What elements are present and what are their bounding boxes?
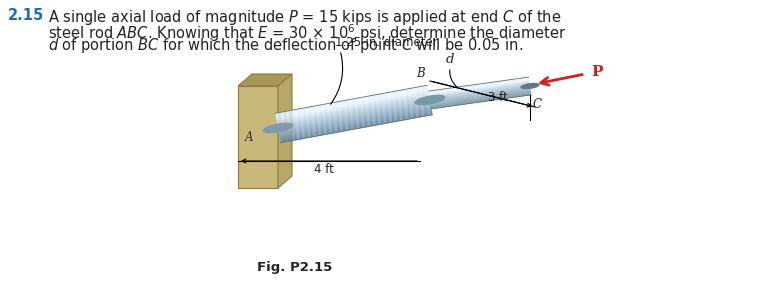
Polygon shape — [431, 90, 530, 104]
Polygon shape — [276, 88, 428, 117]
Text: 1.25-in. diameter: 1.25-in. diameter — [335, 36, 437, 49]
Polygon shape — [278, 100, 431, 129]
Text: A single axial load of magnitude $P$ = 15 kips is applied at end $C$ of the: A single axial load of magnitude $P$ = 1… — [48, 8, 562, 27]
Polygon shape — [280, 112, 432, 141]
Text: P: P — [591, 65, 603, 79]
Ellipse shape — [521, 83, 539, 89]
Polygon shape — [429, 79, 529, 94]
Polygon shape — [429, 81, 530, 95]
Polygon shape — [276, 89, 428, 118]
Polygon shape — [279, 104, 431, 133]
Polygon shape — [431, 90, 530, 105]
Polygon shape — [431, 89, 530, 103]
Ellipse shape — [415, 95, 445, 104]
Polygon shape — [279, 105, 431, 134]
Text: C: C — [533, 98, 542, 111]
Polygon shape — [277, 95, 429, 124]
Text: A: A — [245, 131, 254, 144]
Polygon shape — [277, 98, 430, 127]
Polygon shape — [275, 85, 427, 114]
Polygon shape — [278, 99, 430, 128]
Polygon shape — [279, 107, 431, 136]
Polygon shape — [280, 111, 432, 140]
Polygon shape — [429, 80, 530, 95]
Polygon shape — [429, 81, 530, 96]
Polygon shape — [238, 74, 292, 86]
Text: B: B — [416, 67, 425, 80]
Polygon shape — [430, 82, 530, 96]
Polygon shape — [430, 85, 530, 99]
Polygon shape — [280, 108, 431, 137]
Polygon shape — [431, 93, 531, 107]
Polygon shape — [276, 90, 428, 119]
Polygon shape — [430, 84, 530, 98]
Polygon shape — [431, 89, 530, 104]
Polygon shape — [429, 78, 529, 93]
Polygon shape — [277, 92, 429, 121]
Polygon shape — [430, 84, 530, 99]
Text: steel rod $ABC$. Knowing that $E$ = 30 $\times$ 10$^6$ psi, determine the diamet: steel rod $ABC$. Knowing that $E$ = 30 $… — [48, 22, 567, 44]
Text: Fig. P2.15: Fig. P2.15 — [258, 261, 333, 274]
Polygon shape — [430, 86, 530, 101]
Polygon shape — [430, 87, 530, 101]
Polygon shape — [429, 79, 529, 94]
Polygon shape — [280, 113, 433, 142]
Polygon shape — [429, 77, 529, 92]
Polygon shape — [276, 86, 427, 115]
Polygon shape — [431, 92, 531, 107]
Polygon shape — [280, 110, 432, 139]
Polygon shape — [277, 94, 429, 123]
Polygon shape — [280, 114, 433, 143]
Text: 3 ft: 3 ft — [488, 91, 507, 104]
Polygon shape — [278, 74, 292, 188]
Text: d: d — [446, 53, 454, 66]
Polygon shape — [431, 94, 531, 108]
Polygon shape — [430, 86, 530, 100]
Text: 4 ft: 4 ft — [314, 163, 334, 176]
Polygon shape — [278, 102, 431, 131]
Polygon shape — [277, 97, 430, 126]
Polygon shape — [277, 91, 428, 120]
Polygon shape — [279, 106, 431, 135]
Polygon shape — [431, 91, 531, 106]
Polygon shape — [279, 103, 431, 132]
Polygon shape — [431, 88, 530, 102]
Polygon shape — [278, 101, 431, 130]
Polygon shape — [429, 78, 529, 92]
Polygon shape — [430, 82, 530, 97]
Ellipse shape — [263, 123, 293, 133]
FancyArrowPatch shape — [331, 53, 343, 104]
Polygon shape — [431, 94, 531, 109]
Polygon shape — [276, 87, 427, 116]
Text: 2.15: 2.15 — [8, 8, 44, 23]
Text: $d$ of portion $BC$ for which the deflection of point $C$ will be 0.05 in.: $d$ of portion $BC$ for which the deflec… — [48, 36, 523, 55]
Polygon shape — [431, 93, 531, 108]
Polygon shape — [238, 86, 278, 188]
FancyArrowPatch shape — [450, 70, 457, 87]
Polygon shape — [431, 91, 531, 105]
Polygon shape — [430, 83, 530, 98]
Polygon shape — [431, 87, 530, 102]
Polygon shape — [280, 109, 432, 138]
Polygon shape — [277, 93, 429, 122]
Polygon shape — [277, 96, 430, 125]
